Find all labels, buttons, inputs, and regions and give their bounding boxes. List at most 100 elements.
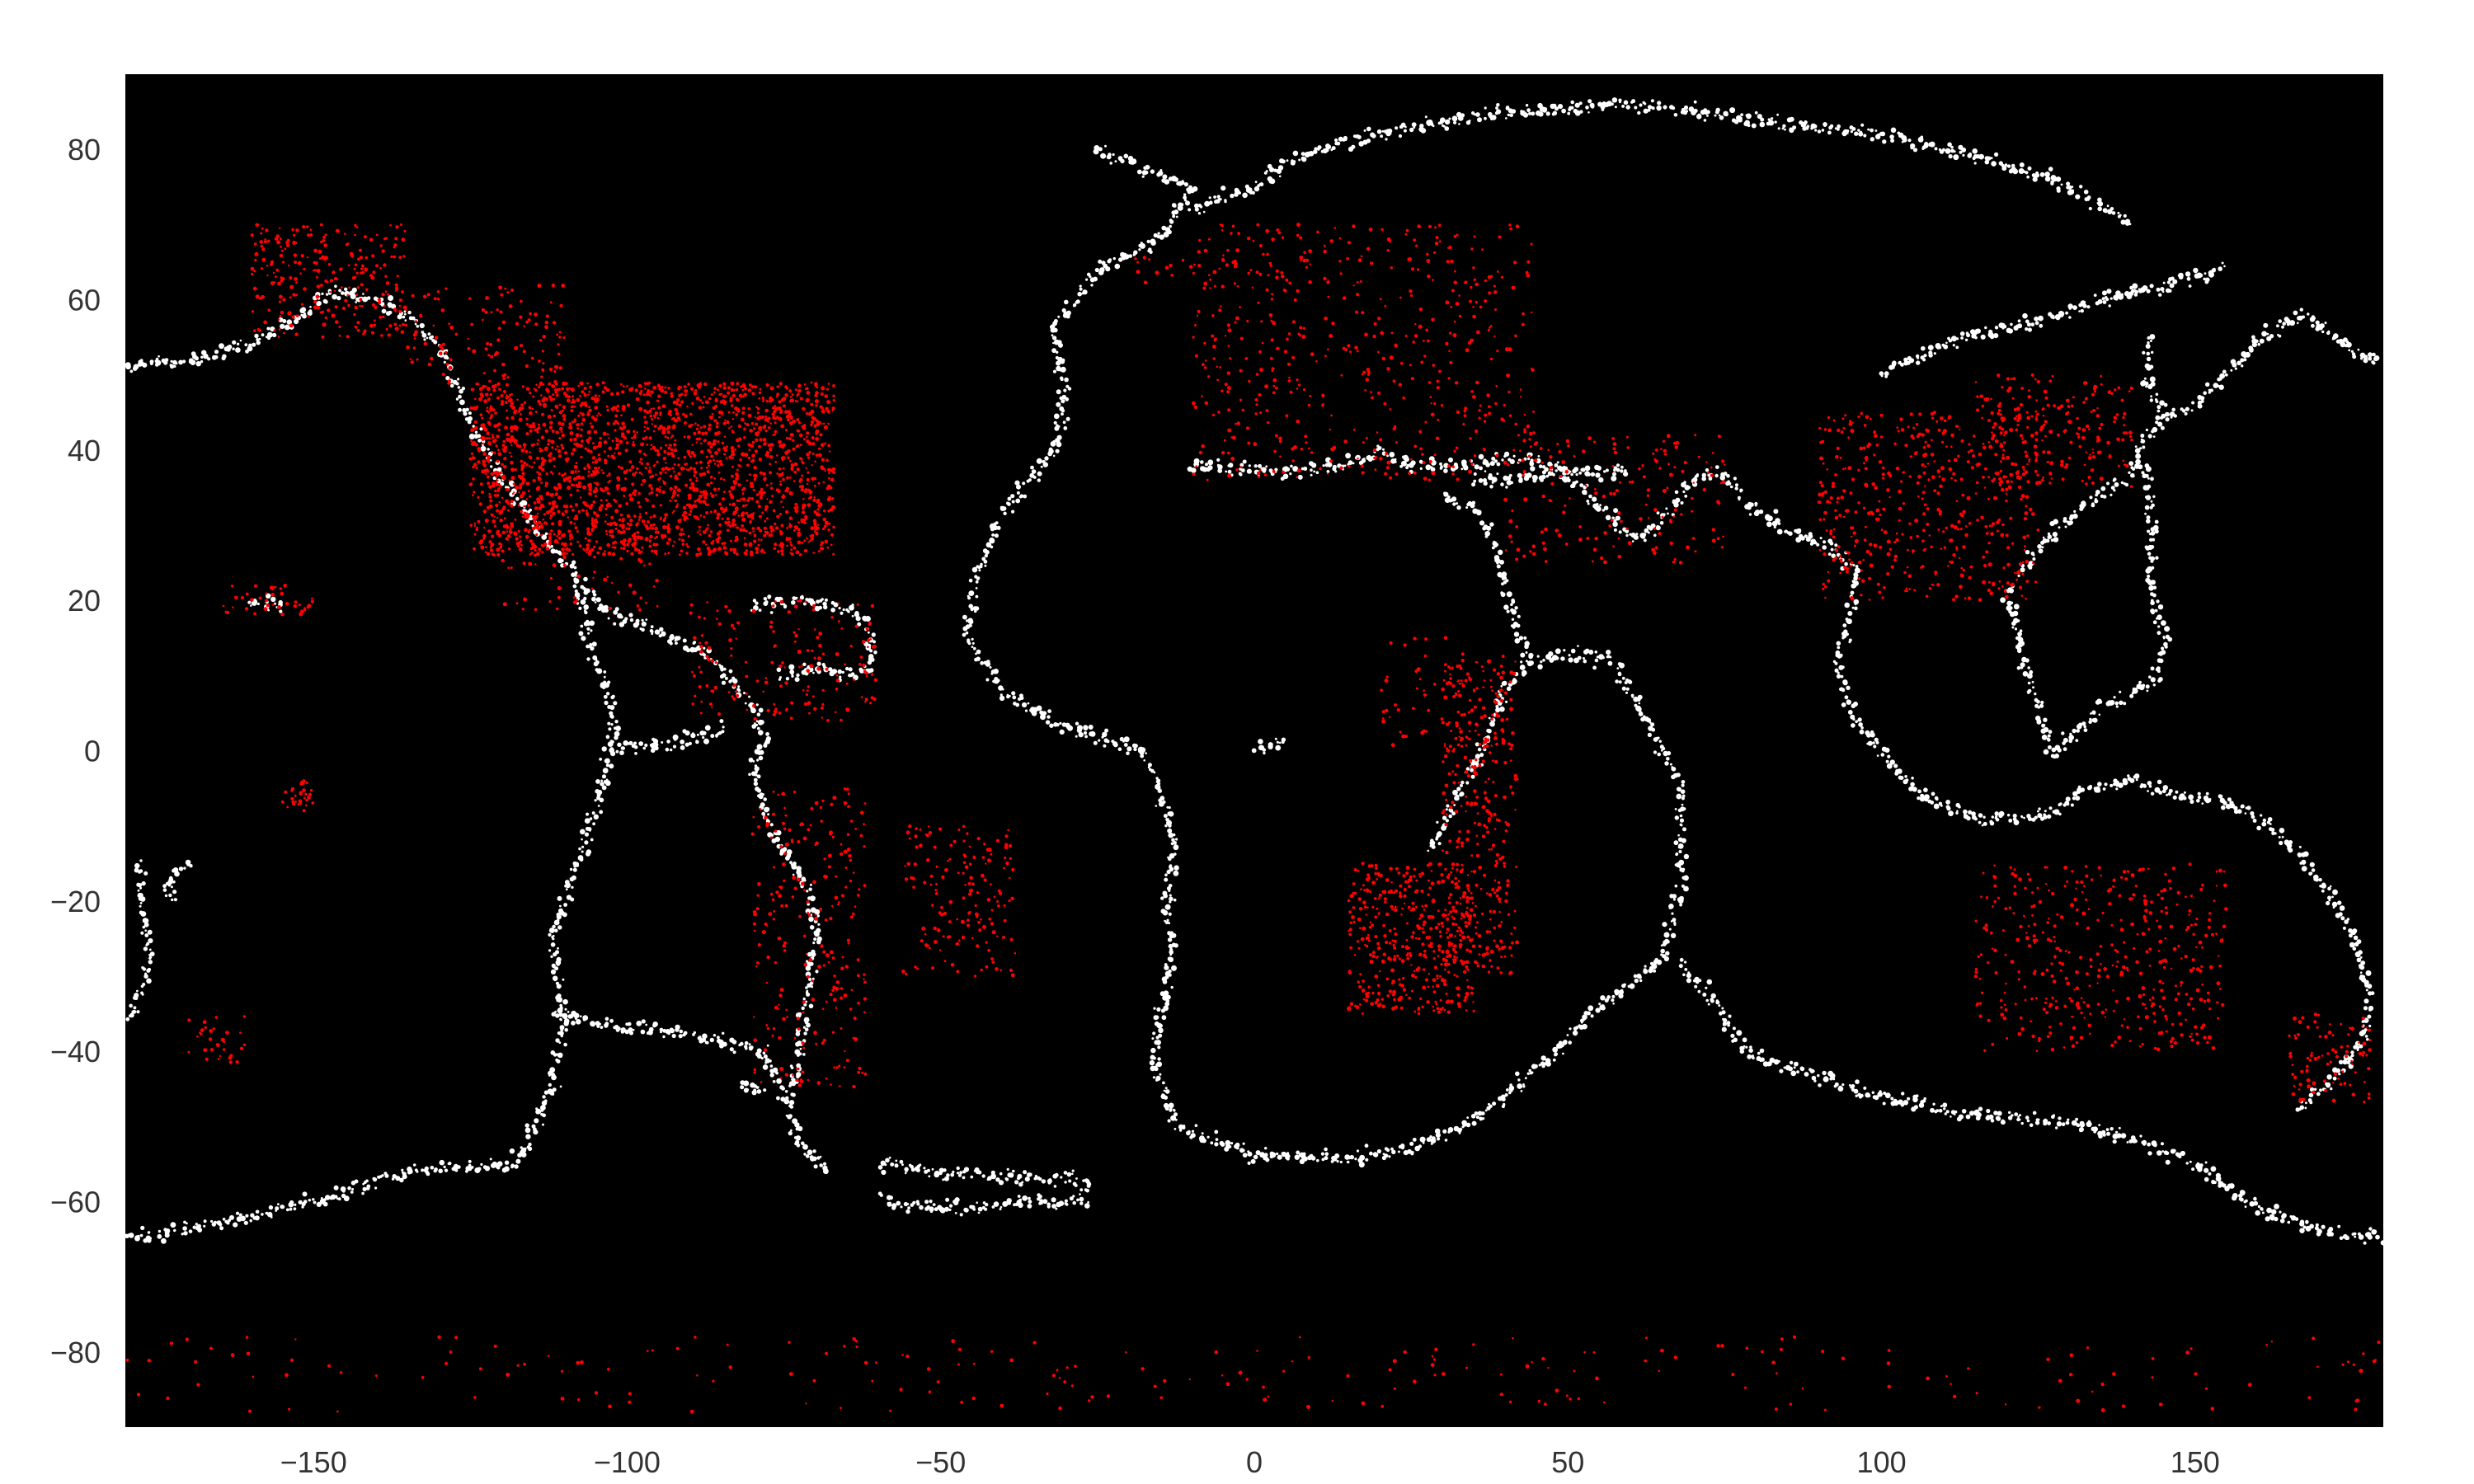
- white-point: [1163, 1089, 1166, 1092]
- white-point: [822, 1162, 827, 1166]
- white-point: [763, 743, 768, 748]
- white-point: [2038, 548, 2044, 554]
- white-point: [515, 1158, 521, 1164]
- white-point: [591, 589, 596, 594]
- white-point: [788, 664, 795, 670]
- white-point: [755, 787, 760, 791]
- white-point: [807, 903, 810, 906]
- white-point: [926, 1168, 930, 1172]
- white-point: [993, 669, 999, 674]
- white-point: [1537, 664, 1543, 669]
- white-point: [1630, 983, 1633, 986]
- white-point: [753, 777, 758, 782]
- white-point: [789, 1100, 795, 1106]
- white-point: [1269, 1154, 1274, 1159]
- white-point: [1503, 454, 1507, 458]
- white-point: [2142, 380, 2147, 384]
- white-point: [1857, 129, 1860, 132]
- white-point: [910, 1203, 915, 1207]
- white-point: [743, 692, 745, 695]
- white-point: [811, 955, 815, 958]
- white-point: [146, 978, 152, 984]
- white-point: [2027, 166, 2032, 171]
- white-point: [628, 613, 633, 618]
- white-point: [962, 1176, 966, 1180]
- white-point: [2146, 289, 2151, 294]
- white-point: [334, 1195, 338, 1199]
- white-point: [2232, 1195, 2237, 1201]
- white-point: [821, 663, 825, 667]
- white-point: [1653, 969, 1657, 973]
- white-point: [629, 1031, 633, 1036]
- white-point: [614, 1025, 619, 1030]
- white-point: [2138, 680, 2142, 684]
- white-point: [399, 1177, 404, 1183]
- white-point: [1738, 498, 1741, 501]
- white-point: [200, 359, 204, 364]
- white-point: [1443, 463, 1448, 468]
- white-point: [558, 552, 562, 556]
- white-point: [144, 929, 147, 932]
- white-point: [1955, 345, 1959, 350]
- white-point: [1362, 458, 1366, 460]
- white-point: [344, 287, 348, 291]
- white-point: [1296, 1150, 1300, 1155]
- white-point: [1611, 97, 1618, 103]
- white-point: [555, 1038, 560, 1043]
- white-point: [2149, 538, 2153, 542]
- white-point: [2263, 322, 2269, 328]
- white-point: [439, 1159, 445, 1166]
- white-point: [1871, 1091, 1874, 1094]
- white-point: [1174, 1128, 1177, 1130]
- white-point: [1867, 128, 1870, 131]
- white-point: [1051, 334, 1054, 337]
- white-point: [1426, 1137, 1432, 1143]
- white-point: [2219, 373, 2226, 379]
- white-point: [569, 1015, 573, 1019]
- white-point: [1596, 655, 1599, 659]
- white-point: [864, 616, 871, 622]
- white-point: [1496, 564, 1501, 569]
- white-point: [2105, 1128, 2109, 1131]
- white-point: [2255, 1210, 2260, 1216]
- white-point: [618, 622, 625, 627]
- white-point: [1166, 805, 1169, 809]
- white-point: [661, 631, 666, 636]
- white-point: [1666, 757, 1670, 761]
- white-point: [244, 343, 248, 347]
- white-point: [2068, 316, 2072, 319]
- white-point: [1923, 354, 1927, 358]
- white-point: [1174, 177, 1178, 182]
- white-point: [2208, 799, 2212, 802]
- white-point: [2274, 1216, 2279, 1222]
- white-point: [350, 1190, 354, 1194]
- white-point: [1597, 101, 1603, 107]
- white-point: [1972, 815, 1977, 820]
- white-point: [1822, 1070, 1827, 1076]
- white-point: [1631, 540, 1634, 542]
- white-point: [134, 1235, 140, 1241]
- white-point: [1258, 182, 1262, 186]
- white-point: [1657, 752, 1661, 757]
- white-point: [169, 364, 173, 367]
- white-point: [1544, 467, 1549, 472]
- white-point: [589, 642, 593, 647]
- white-point: [592, 643, 595, 646]
- white-point: [1767, 515, 1773, 522]
- white-point: [1563, 1040, 1568, 1045]
- white-point: [222, 1218, 226, 1221]
- white-point: [1683, 481, 1686, 484]
- white-point: [578, 606, 582, 611]
- white-point: [2366, 1037, 2369, 1041]
- white-point: [1923, 143, 1929, 148]
- white-point: [2150, 666, 2155, 671]
- white-point: [1024, 1176, 1030, 1182]
- white-point: [1265, 170, 1268, 173]
- white-point: [2128, 461, 2134, 466]
- white-point: [573, 577, 577, 581]
- white-point: [1164, 1001, 1170, 1007]
- white-point: [2261, 821, 2267, 827]
- white-point: [970, 1175, 974, 1179]
- white-point: [808, 916, 814, 923]
- white-point: [550, 545, 553, 548]
